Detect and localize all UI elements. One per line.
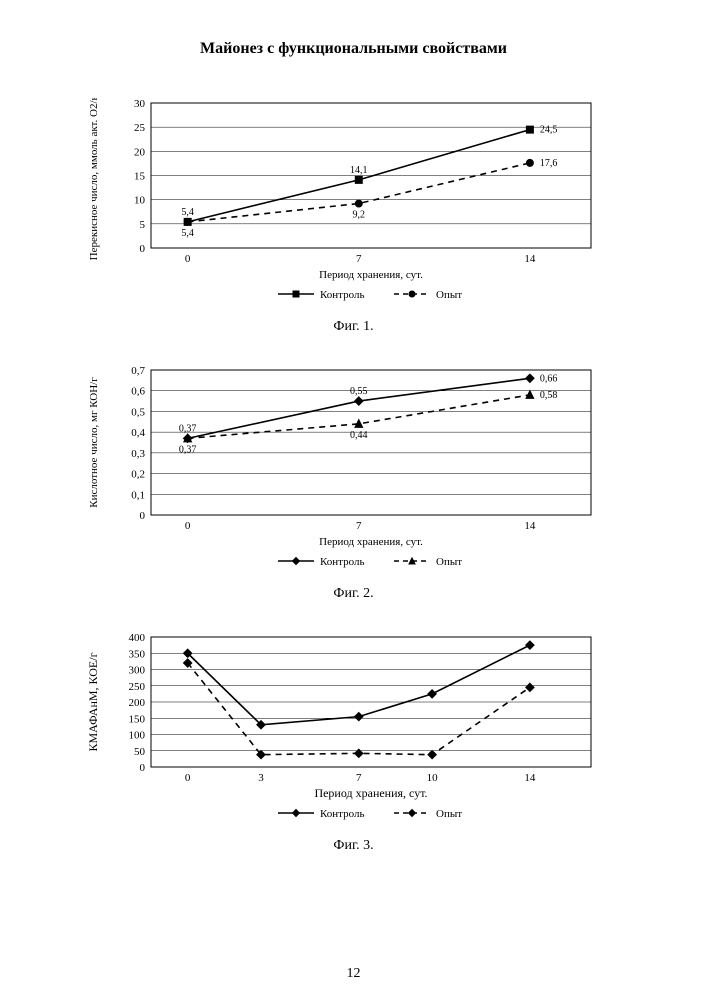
y-tick-label: 50 (134, 746, 146, 758)
y-axis-label: Кислотное число, мг КОН/г (88, 377, 100, 508)
x-axis-label: Период хранения, сут. (319, 269, 423, 281)
data-label: 14,1 (350, 165, 368, 176)
x-tick-label: 7 (356, 520, 362, 532)
data-label: 0,58 (539, 390, 557, 401)
series-marker (525, 641, 533, 649)
x-axis-label: Период хранения, сут. (314, 786, 427, 800)
data-label: 0,37 (178, 423, 196, 434)
series-marker (354, 397, 362, 405)
x-tick-label: 14 (524, 253, 536, 265)
y-tick-label: 250 (128, 681, 145, 693)
y-tick-label: 0 (139, 243, 145, 255)
x-tick-label: 0 (184, 520, 190, 532)
y-axis-label: КМАФАнМ, КОЕ/г (86, 652, 100, 751)
data-label: 5,4 (181, 207, 194, 218)
data-label: 17,6 (539, 158, 557, 169)
chart-1-block: 0 5 10 15 20 25 30 0 7 14 Перекисное число, ммоль … (79, 98, 629, 335)
series-marker (427, 690, 435, 698)
legend-marker (408, 291, 415, 298)
chart-svg: 0 5 10 15 20 25 30 0 7 14 Перекисное число, ммоль … (79, 98, 629, 308)
page-title: Майонез с функциональными свойствами (75, 40, 632, 58)
y-tick-label: 0 (139, 762, 145, 774)
chart-2: 0 0,1 0,2 0,3 0,4 0,5 0,6 0,7 0 7 14 Кислотное числ… (79, 365, 629, 580)
y-tick-label: 5 (139, 219, 145, 231)
x-tick-label: 7 (356, 253, 362, 265)
legend-marker (291, 557, 299, 565)
legend-label: Контроль (320, 556, 364, 568)
y-tick-label: 0,1 (131, 489, 145, 501)
x-tick-label: 14 (524, 772, 536, 784)
y-tick-label: 300 (128, 665, 145, 677)
y-tick-label: 0,4 (131, 427, 145, 439)
y-tick-label: 0,5 (131, 406, 145, 418)
y-tick-label: 25 (134, 122, 146, 134)
data-label: 5,4 (181, 228, 194, 239)
y-axis-label: Перекисное число, ммоль акт. О2/кг (88, 98, 100, 260)
x-axis-label: Период хранения, сут. (319, 536, 423, 548)
chart-3-caption: Фиг. 3. (79, 838, 629, 854)
series-marker (355, 176, 362, 183)
y-tick-label: 0 (139, 510, 145, 522)
legend-label: Контроль (320, 808, 364, 820)
y-tick-label: 350 (128, 648, 145, 660)
page: Майонез с функциональными свойствами 0 5 1… (0, 0, 707, 1000)
data-label: 0,37 (178, 444, 196, 455)
legend-label: Опыт (436, 556, 462, 568)
series-marker (184, 218, 191, 225)
legend-marker (407, 809, 415, 817)
y-tick-label: 0,7 (131, 365, 145, 377)
chart-svg: 0 50 100 150 200 250 300 350 400 0 3 7 10 14 КМАФАнМ, … (79, 632, 629, 827)
y-tick-label: 0,2 (131, 469, 145, 481)
x-tick-label: 0 (184, 772, 190, 784)
legend-marker (291, 809, 299, 817)
y-tick-label: 200 (128, 697, 145, 709)
series-marker (525, 683, 533, 691)
plot-border (151, 370, 591, 515)
y-tick-label: 30 (134, 98, 146, 110)
y-tick-label: 0,3 (131, 448, 145, 460)
legend-marker (292, 291, 299, 298)
series-marker (354, 712, 362, 720)
data-label: 9,2 (352, 210, 365, 221)
chart-2-block: 0 0,1 0,2 0,3 0,4 0,5 0,6 0,7 0 7 14 Кислотное числ… (79, 365, 629, 602)
legend-label: Контроль (320, 289, 364, 301)
x-tick-label: 3 (258, 772, 264, 784)
x-tick-label: 10 (426, 772, 438, 784)
y-tick-label: 15 (134, 171, 146, 183)
y-tick-label: 20 (134, 146, 146, 158)
chart-1: 0 5 10 15 20 25 30 0 7 14 Перекисное число, ммоль … (79, 98, 629, 313)
data-label: 0,66 (539, 373, 557, 384)
legend-label: Опыт (436, 808, 462, 820)
x-tick-label: 7 (356, 772, 362, 784)
page-number: 12 (0, 966, 707, 982)
series-marker (427, 750, 435, 758)
chart-1-caption: Фиг. 1. (79, 319, 629, 335)
data-label: 0,44 (350, 430, 368, 441)
y-tick-label: 0,6 (131, 386, 145, 398)
series-marker (354, 749, 362, 757)
chart-2-caption: Фиг. 2. (79, 586, 629, 602)
y-tick-label: 400 (128, 632, 145, 644)
series-marker (525, 374, 533, 382)
series-marker (355, 200, 362, 207)
y-tick-label: 150 (128, 713, 145, 725)
legend-label: Опыт (436, 289, 462, 301)
series-line (187, 663, 529, 755)
x-tick-label: 14 (524, 520, 536, 532)
chart-svg: 0 0,1 0,2 0,3 0,4 0,5 0,6 0,7 0 7 14 Кислотное числ… (79, 365, 629, 575)
data-label: 24,5 (539, 125, 557, 136)
series-marker (526, 159, 533, 166)
chart-3-block: 0 50 100 150 200 250 300 350 400 0 3 7 10 14 КМАФАнМ, … (79, 632, 629, 854)
y-tick-label: 10 (134, 195, 146, 207)
x-tick-label: 0 (184, 253, 190, 265)
chart-3: 0 50 100 150 200 250 300 350 400 0 3 7 10 14 КМАФАнМ, … (79, 632, 629, 832)
series-marker (526, 126, 533, 133)
data-label: 0,55 (350, 386, 368, 397)
y-tick-label: 100 (128, 730, 145, 742)
